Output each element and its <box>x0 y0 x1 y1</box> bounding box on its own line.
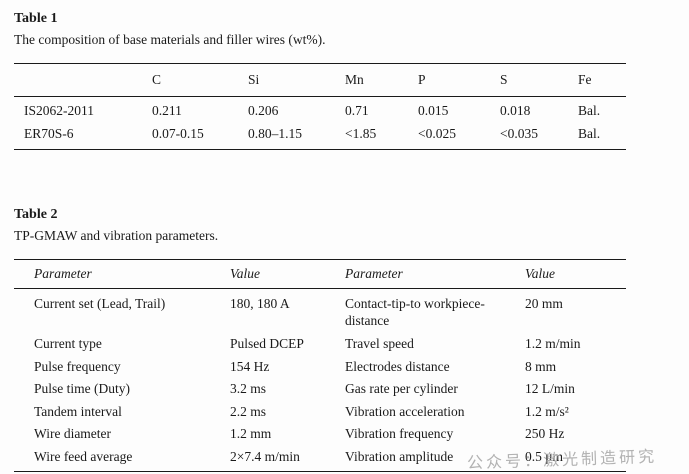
table-cell: <0.035 <box>500 126 538 142</box>
material-name-cell: ER70S-6 <box>24 126 74 142</box>
parameter-cell: Current type <box>34 336 102 352</box>
table1-header-cell: Si <box>248 72 260 88</box>
table-cell: 0.206 <box>248 102 279 118</box>
parameter-cell: Travel speed <box>345 336 414 352</box>
table-row: ER70S-6 0.07-0.15 0.80–1.15 <1.85 <0.025… <box>14 122 626 149</box>
table1-label: Table 1 <box>14 11 58 26</box>
table-cell: 0.018 <box>500 102 531 118</box>
value-cell: 250 Hz <box>525 426 565 442</box>
table2-header-cell: Value <box>525 266 555 282</box>
value-cell: 20 mm <box>525 295 563 311</box>
value-cell: 1.2 mm <box>230 426 272 442</box>
table-row: Pulse time (Duty) 3.2 ms Gas rate per cy… <box>14 378 626 401</box>
table-cell: Bal. <box>578 126 601 142</box>
table2-section: Table 2 TP-GMAW and vibration parameters… <box>14 206 689 473</box>
table-row: Wire feed average 2×7.4 m/min Vibration … <box>14 445 626 472</box>
table1-header-cell <box>14 64 142 97</box>
table-row: Tandem interval 2.2 ms Vibration acceler… <box>14 400 626 423</box>
table-cell: 0.71 <box>345 102 369 118</box>
parameter-cell: Wire diameter <box>34 426 112 442</box>
table-row: IS2062-2011 0.211 0.206 0.71 0.015 0.018… <box>14 96 626 122</box>
table-cell: <1.85 <box>345 126 377 142</box>
parameter-cell: Contact-tip-to workpiece-distance <box>345 295 485 329</box>
parameter-cell: Pulse time (Duty) <box>34 381 130 397</box>
table2-header-row: Parameter Value Parameter Value <box>14 260 626 289</box>
parameter-cell: Vibration frequency <box>345 426 454 442</box>
table1-header-cell: P <box>418 72 426 88</box>
parameter-cell: Vibration amplitude <box>345 448 454 464</box>
table-cell: 0.211 <box>152 102 182 118</box>
table2-label: Table 2 <box>14 207 58 223</box>
parameter-cell: Pulse frequency <box>34 358 121 374</box>
value-cell: 2×7.4 m/min <box>230 448 300 464</box>
table-row: Current set (Lead, Trail) 180, 180 A Con… <box>14 288 626 332</box>
table1-header-row: C Si Mn P S Fe <box>14 64 626 97</box>
table2-header-cell: Value <box>230 266 260 282</box>
material-name-cell: IS2062-2011 <box>24 102 94 118</box>
table2-caption: TP-GMAW and vibration parameters. <box>14 227 219 243</box>
parameter-cell: Electrodes distance <box>345 358 450 374</box>
parameter-cell: Wire feed average <box>34 448 133 464</box>
value-cell: 3.2 ms <box>230 381 267 397</box>
table1-header-cell: Mn <box>345 72 364 88</box>
parameter-cell: Tandem interval <box>34 403 122 419</box>
parameter-cell: Gas rate per cylinder <box>345 381 458 397</box>
value-cell: 154 Hz <box>230 358 270 374</box>
composition-table: C Si Mn P S Fe IS2062-2011 0.211 0.206 0… <box>14 63 626 151</box>
value-cell: 8 mm <box>525 358 557 374</box>
value-cell: 2.2 ms <box>230 403 267 419</box>
table-cell: <0.025 <box>418 126 456 142</box>
value-cell: 1.2 m/min <box>525 336 581 352</box>
table2-header-cell: Parameter <box>34 266 92 282</box>
table-cell: 0.80–1.15 <box>248 126 302 142</box>
table-row: Current type Pulsed DCEP Travel speed 1.… <box>14 333 626 356</box>
parameter-cell: Vibration acceleration <box>345 403 465 419</box>
table-row: Pulse frequency 154 Hz Electrodes distan… <box>14 355 626 378</box>
table-cell: 0.07-0.15 <box>152 126 204 142</box>
table-cell: Bal. <box>578 102 601 118</box>
value-cell: Pulsed DCEP <box>230 336 304 352</box>
table1-header-cell: Fe <box>578 72 592 88</box>
table-row: Wire diameter 1.2 mm Vibration frequency… <box>14 423 626 446</box>
table1-header-cell: S <box>500 72 508 88</box>
parameter-cell: Current set (Lead, Trail) <box>34 295 166 311</box>
value-cell: 1.2 m/s² <box>525 403 569 419</box>
table1-header-cell: C <box>152 72 162 88</box>
value-cell: 0.5 μm <box>525 448 563 464</box>
table1-caption: The composition of base materials and fi… <box>14 31 326 47</box>
table2-header-cell: Parameter <box>345 266 403 282</box>
parameters-table: Parameter Value Parameter Value Current … <box>14 259 626 473</box>
table-cell: 0.015 <box>418 102 449 118</box>
value-cell: 12 L/min <box>525 381 575 397</box>
value-cell: 180, 180 A <box>230 295 290 311</box>
